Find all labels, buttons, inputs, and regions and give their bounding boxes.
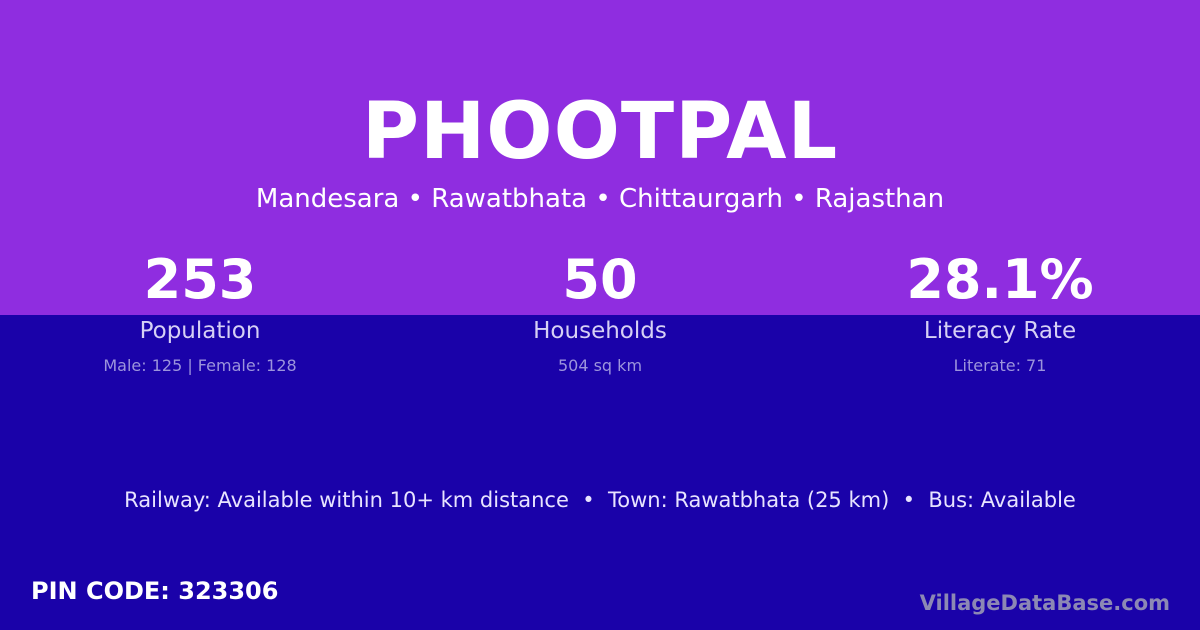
amenities-info: Railway: Available within 10+ km distanc… bbox=[124, 488, 1076, 512]
stat-label: Literacy Rate bbox=[923, 318, 1077, 344]
brand-watermark: VillageDataBase.com bbox=[919, 591, 1170, 615]
stat-detail: 504 sq km bbox=[557, 356, 643, 375]
stat-detail: Literate: 71 bbox=[953, 356, 1047, 375]
stat-value: 253 bbox=[143, 248, 257, 311]
stat-literacy: 28.1% Literacy Rate Literate: 71 bbox=[800, 248, 1200, 378]
location-breadcrumb: Mandesara • Rawatbhata • Chittaurgarh • … bbox=[255, 184, 945, 214]
village-title: PHOOTPAL bbox=[361, 87, 839, 177]
header-band bbox=[0, 0, 1200, 315]
stat-detail: Male: 125 | Female: 128 bbox=[103, 356, 297, 375]
stat-label: Population bbox=[139, 318, 261, 344]
stat-value: 50 bbox=[562, 248, 638, 311]
stat-value: 28.1% bbox=[906, 248, 1094, 311]
stat-households: 50 Households 504 sq km bbox=[400, 248, 800, 378]
pin-code: PIN CODE: 323306 bbox=[31, 577, 279, 605]
stat-label: Households bbox=[533, 318, 667, 344]
stat-population: 253 Population Male: 125 | Female: 128 bbox=[0, 248, 400, 378]
